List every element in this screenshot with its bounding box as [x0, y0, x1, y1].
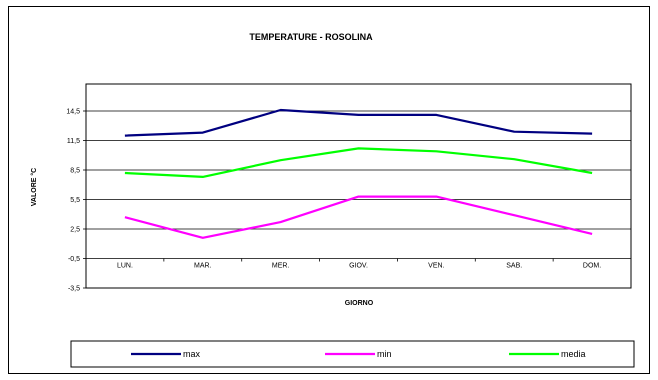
y-tick-label: 14,5 — [66, 109, 80, 116]
series-line-min — [124, 195, 593, 239]
y-axis-title: VALORE °C — [30, 168, 38, 206]
y-tick-label: 2,5 — [70, 227, 80, 234]
y-tick-label: -3,5 — [68, 286, 80, 293]
x-tick-label: LUN. — [117, 263, 133, 270]
y-tick-label: 5,5 — [70, 197, 80, 204]
series-line-media — [124, 147, 593, 178]
legend-label-max: max — [183, 349, 201, 359]
x-tick-label: VEN. — [428, 263, 444, 270]
x-axis-ticks: LUN. MAR. MER. GIOV. VEN. SAB. DOM. — [85, 258, 632, 270]
legend-label-media: media — [561, 349, 586, 359]
gridlines — [86, 110, 631, 289]
y-tick-label: -0,5 — [68, 256, 80, 263]
y-tick-label: 8,5 — [70, 168, 80, 175]
plot-area — [85, 83, 632, 289]
chart-title: TEMPERATURE - ROSOLINA — [249, 32, 373, 42]
chart-frame: TEMPERATURE - ROSOLINA 14,5 11,5 8,5 5,5 2,5… — [8, 6, 650, 374]
x-tick-label: SAB. — [506, 263, 522, 270]
x-tick-label: MAR. — [194, 263, 212, 270]
y-axis-ticks: 14,5 11,5 8,5 5,5 2,5 -0,5 -3,5 — [66, 109, 86, 293]
legend-entries: max min media — [131, 349, 586, 359]
legend-label-min: min — [377, 349, 392, 359]
y-tick-label: 11,5 — [67, 138, 80, 145]
x-tick-label: GIOV. — [349, 263, 368, 270]
series-lines — [124, 108, 593, 239]
series-line-max — [124, 108, 593, 137]
x-tick-label: MER. — [272, 263, 290, 270]
x-axis-title: GIORNO — [345, 300, 374, 307]
line-chart: TEMPERATURE - ROSOLINA 14,5 11,5 8,5 5,5 2,5… — [30, 32, 635, 368]
x-tick-label: DOM. — [583, 263, 601, 270]
